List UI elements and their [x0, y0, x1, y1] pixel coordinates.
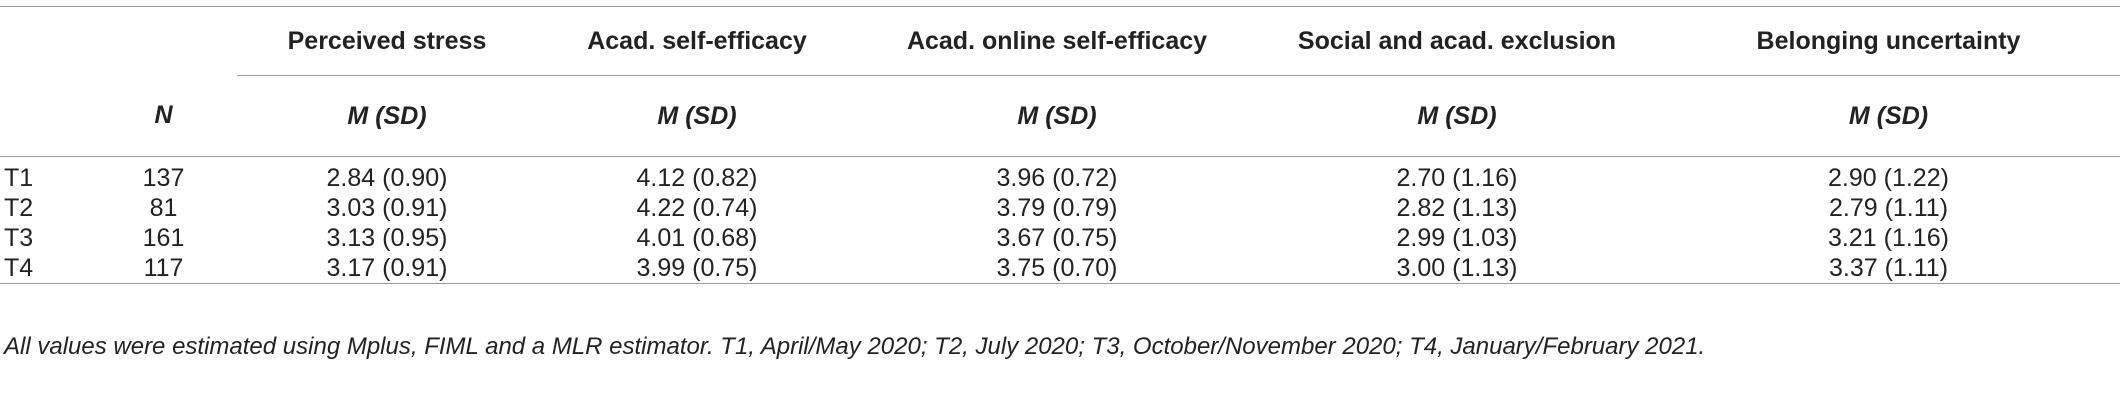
row-label: T4 — [4, 253, 34, 282]
row-label: T2 — [4, 193, 34, 222]
cell: 4.01 (0.68) — [636, 223, 758, 252]
column-header: Perceived stress — [237, 6, 537, 76]
cell: 4.22 (0.74) — [636, 193, 758, 222]
table-row: T1 137 2.84 (0.90) 4.12 (0.82) 3.96 (0.72) 2.… — [0, 157, 2120, 194]
cell: 3.67 (0.75) — [996, 223, 1118, 252]
cell: 4.12 (0.82) — [636, 163, 758, 192]
cell: 3.13 (0.95) — [326, 223, 448, 252]
table-row: T4 117 3.17 (0.91) 3.99 (0.75) 3.75 (0.70) 3.… — [0, 253, 2120, 284]
table-row: T3 161 3.13 (0.95) 4.01 (0.68) 3.67 (0.75) 2.… — [0, 223, 2120, 253]
column-header: Acad. self-efficacy — [537, 6, 857, 76]
cell: 81 — [149, 193, 178, 222]
cell: 3.79 (0.79) — [996, 193, 1118, 222]
cell: 117 — [143, 253, 184, 282]
stat-header: M (SD) — [537, 75, 857, 157]
row-label: T3 — [4, 223, 34, 252]
cell: 3.21 (1.16) — [1828, 223, 1949, 252]
stat-header: M (SD) — [1257, 75, 1657, 157]
cell: 2.79 (1.11) — [1828, 193, 1949, 222]
cell: 2.70 (1.16) — [1396, 163, 1518, 192]
stats-table: Perceived stress Acad. self-efficacy Acad.… — [0, 6, 2120, 284]
cell: 3.75 (0.70) — [996, 253, 1118, 282]
cell: 2.84 (0.90) — [326, 163, 448, 192]
cell: 2.99 (1.03) — [1396, 223, 1518, 252]
table-row: T2 81 3.03 (0.91) 4.22 (0.74) 3.79 (0.79) 2.8… — [0, 193, 2120, 223]
cell: 2.82 (1.13) — [1396, 193, 1518, 222]
stat-header: M (SD) — [1657, 75, 2120, 157]
cell: 3.96 (0.72) — [996, 163, 1118, 192]
footnote: All values were estimated using Mplus, F… — [4, 333, 1706, 360]
cell: 3.99 (0.75) — [636, 253, 758, 282]
n-header: N — [90, 75, 237, 157]
cell: 3.37 (1.11) — [1828, 253, 1949, 282]
cell: 161 — [142, 223, 185, 252]
stat-header: M (SD) — [857, 75, 1257, 157]
cell: 2.90 (1.22) — [1828, 163, 1949, 192]
column-header: Acad. online self-efficacy — [857, 6, 1257, 76]
cell: 3.17 (0.91) — [326, 253, 448, 282]
stat-header: M (SD) — [237, 75, 537, 157]
row-label: T1 — [4, 163, 34, 192]
cell: 3.03 (0.91) — [326, 193, 448, 222]
cell: 137 — [142, 163, 185, 192]
column-header: Social and acad. exclusion — [1257, 6, 1657, 76]
column-header: Belonging uncertainty — [1657, 6, 2120, 76]
cell: 3.00 (1.13) — [1396, 253, 1518, 282]
